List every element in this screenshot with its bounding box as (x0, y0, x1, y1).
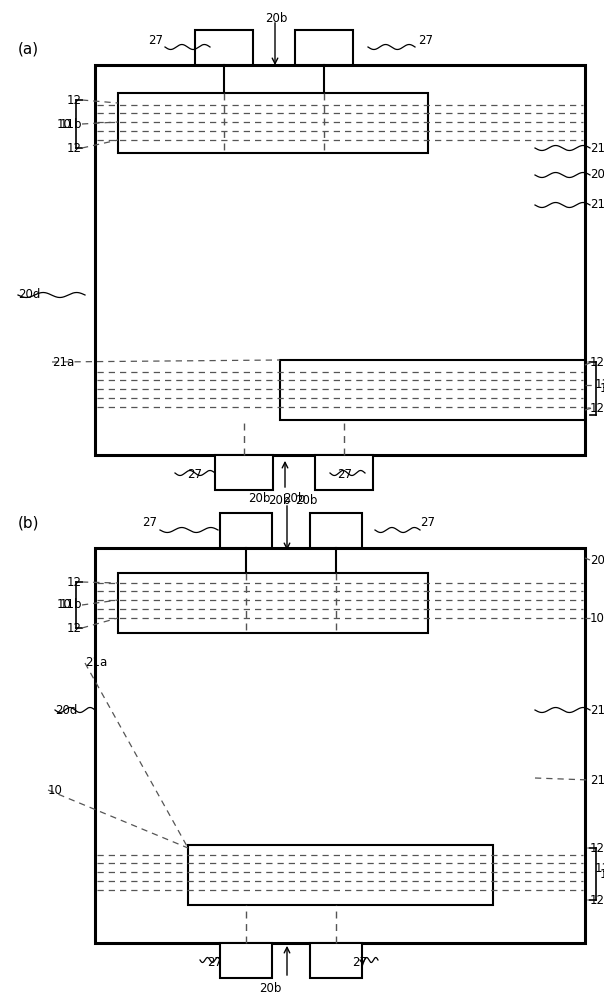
Text: 21a: 21a (85, 656, 108, 670)
Text: 12: 12 (590, 401, 604, 414)
Text: 12: 12 (67, 576, 82, 588)
Bar (295, 30, 353, 65)
Text: (a): (a) (18, 42, 39, 57)
Bar (215, 455, 273, 490)
Bar (310, 943, 362, 978)
Text: 11b: 11b (595, 861, 604, 874)
Text: 20d: 20d (590, 168, 604, 182)
Text: 12: 12 (590, 356, 604, 368)
Bar (310, 513, 362, 548)
Bar (95, 548, 585, 943)
Text: 20d: 20d (18, 288, 40, 302)
Bar (118, 93, 428, 153)
Text: 10: 10 (600, 382, 604, 395)
Text: 27: 27 (148, 33, 163, 46)
Text: 12: 12 (67, 141, 82, 154)
Text: (b): (b) (18, 515, 39, 530)
Bar (280, 360, 585, 420)
Text: 20b: 20b (265, 11, 288, 24)
Text: 27: 27 (187, 468, 202, 482)
Text: 20d: 20d (55, 704, 77, 716)
Text: 20d: 20d (590, 554, 604, 566)
Text: 21: 21 (590, 198, 604, 212)
Text: 27: 27 (420, 516, 435, 528)
Text: 10: 10 (57, 117, 72, 130)
Text: 10: 10 (48, 784, 63, 796)
Text: 21a: 21a (590, 774, 604, 786)
Text: 12: 12 (590, 894, 604, 906)
Text: 12: 12 (590, 842, 604, 854)
Text: 20b: 20b (283, 491, 306, 504)
Bar (188, 845, 493, 905)
Text: 27: 27 (208, 956, 222, 968)
Text: 20b: 20b (295, 493, 317, 506)
Text: 20b: 20b (259, 982, 281, 994)
Bar (195, 30, 253, 65)
Bar (95, 65, 585, 455)
Bar (118, 573, 428, 633)
Bar (220, 943, 272, 978)
Bar (220, 513, 272, 548)
Text: 27: 27 (418, 33, 433, 46)
Text: 20b: 20b (248, 491, 271, 504)
Text: 11b: 11b (60, 598, 82, 611)
Text: 11b: 11b (595, 378, 604, 391)
Text: 11b: 11b (60, 117, 82, 130)
Text: 27: 27 (142, 516, 157, 528)
Text: 10: 10 (600, 867, 604, 880)
Text: 20b: 20b (268, 493, 291, 506)
Text: 12: 12 (67, 94, 82, 106)
Text: 10: 10 (57, 598, 72, 611)
Text: 12: 12 (67, 621, 82, 635)
Text: 10: 10 (590, 611, 604, 624)
Text: 27: 27 (338, 468, 353, 482)
Text: 21a: 21a (52, 356, 74, 368)
Text: 21a: 21a (590, 141, 604, 154)
Text: 21: 21 (590, 704, 604, 716)
Bar (315, 455, 373, 490)
Text: 27: 27 (353, 956, 367, 968)
